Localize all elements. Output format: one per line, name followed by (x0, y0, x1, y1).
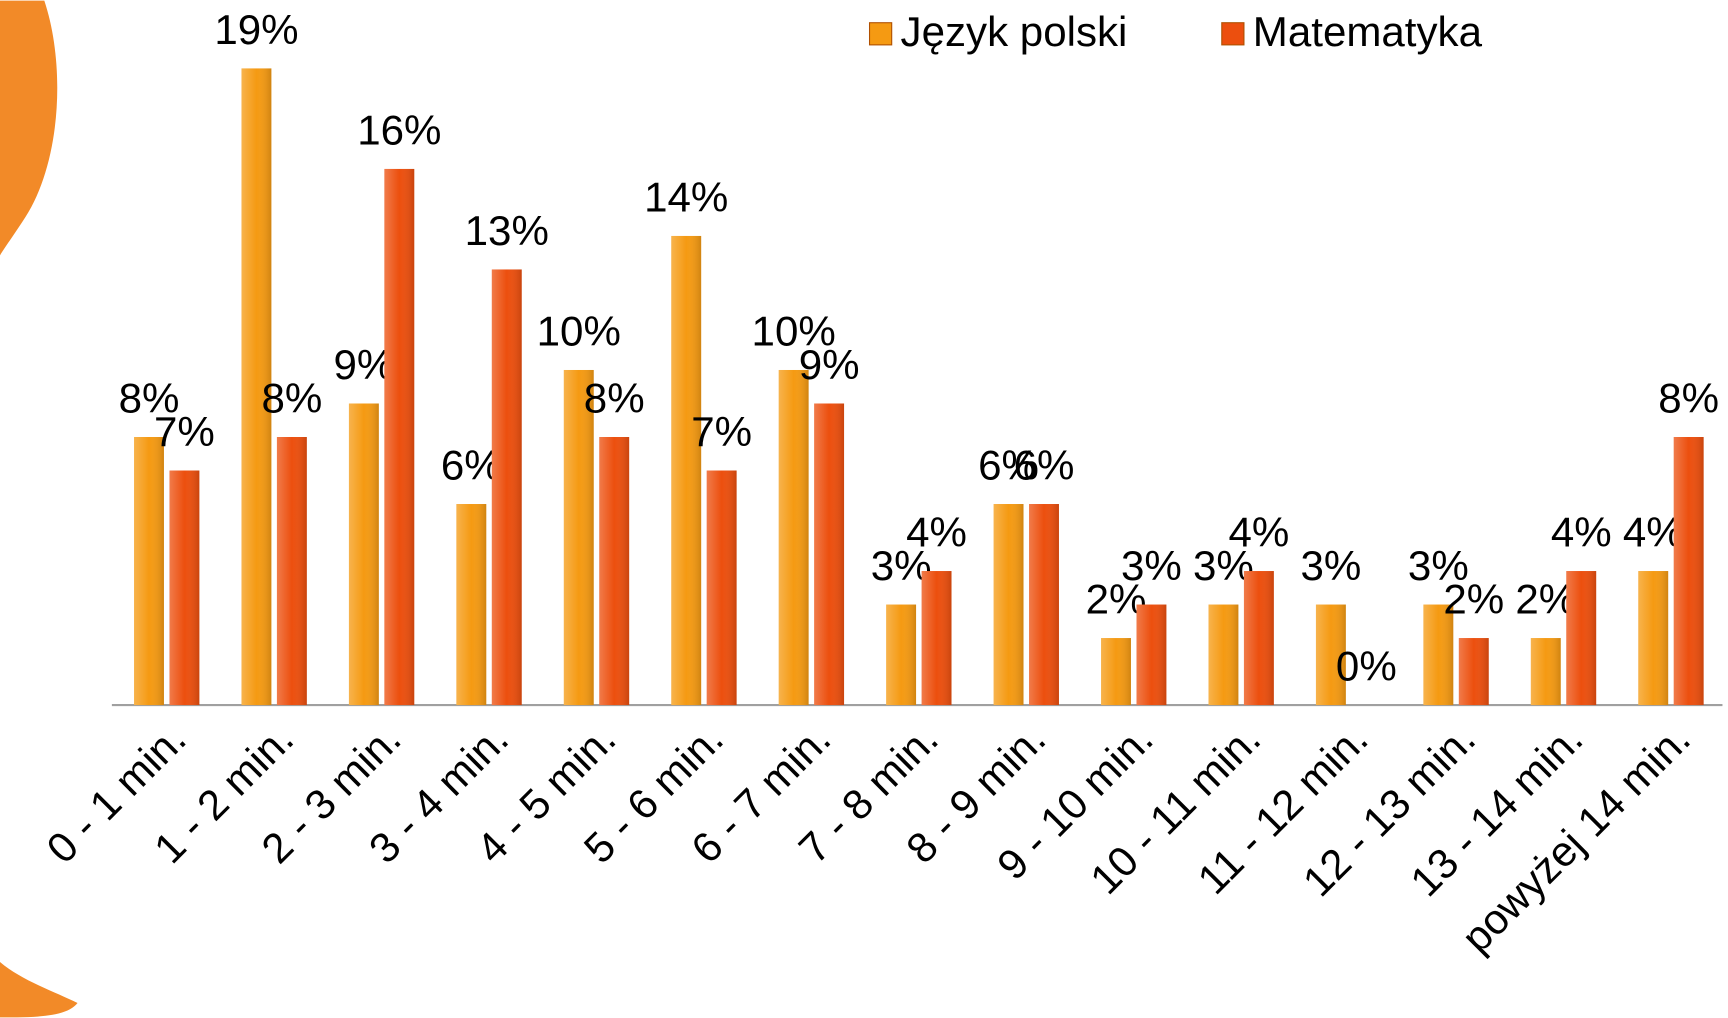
bar-shine (563, 369, 594, 706)
bar-shine (491, 269, 522, 706)
bar-shine (1530, 638, 1561, 706)
bar-shine (1136, 604, 1167, 706)
bar-shine (599, 437, 630, 706)
bar-shine (1101, 638, 1131, 706)
data-label: 16% (357, 107, 441, 154)
decoration (0, 0, 58, 256)
decoration (0, 962, 78, 1018)
data-label: 4% (1623, 509, 1684, 556)
bar-shine (1423, 604, 1454, 706)
data-label: 8% (1658, 375, 1719, 422)
data-label: 4% (1551, 509, 1612, 556)
data-label: 3% (1408, 542, 1469, 589)
legend-label: Język polski (901, 8, 1128, 55)
bar-shine (814, 403, 845, 706)
data-label: 6% (978, 442, 1039, 489)
bar-shine (993, 504, 1024, 706)
data-label: 10% (537, 308, 621, 355)
data-label: 3% (1121, 542, 1182, 589)
bar-shine (671, 235, 702, 706)
legend-swatch (868, 22, 893, 46)
bar-shine (706, 470, 737, 706)
data-label: 7% (691, 408, 752, 455)
bar-shine (384, 168, 415, 706)
data-label: 14% (644, 174, 728, 221)
data-label: 19% (214, 6, 298, 53)
bar-shine (1315, 604, 1346, 706)
bar-shine (1208, 604, 1239, 706)
bar-shine (134, 437, 164, 706)
data-label: 9% (799, 341, 860, 388)
data-label: 2% (1086, 576, 1147, 623)
bar-shine (1243, 571, 1274, 706)
legend-label: Matematyka (1253, 8, 1483, 55)
legend-swatch (1221, 22, 1245, 46)
data-label: 9% (333, 341, 394, 388)
data-label: 13% (465, 207, 549, 254)
data-label: 2% (1443, 576, 1504, 623)
bar-shine (169, 470, 200, 706)
bar-shine (1458, 638, 1489, 706)
bar-shine (886, 604, 917, 706)
data-label: 3% (1300, 542, 1361, 589)
data-label: 6% (1014, 442, 1075, 489)
data-label: 4% (906, 509, 967, 556)
bar-shine (1566, 571, 1597, 706)
data-label: 8% (584, 375, 645, 422)
data-label: 7% (154, 408, 215, 455)
data-label: 3% (1193, 542, 1254, 589)
bar-shine (921, 571, 952, 706)
data-label: 3% (871, 542, 932, 589)
data-label: 8% (119, 375, 180, 422)
bar-shine (778, 369, 809, 706)
data-label: 2% (1515, 576, 1576, 623)
bar-shine (1673, 437, 1704, 706)
bar-shine (348, 403, 379, 706)
bar-shine (1029, 504, 1059, 706)
data-label: 0% (1336, 643, 1397, 690)
bar-shine (241, 68, 272, 706)
bar-shine (1638, 571, 1669, 706)
bar-shine (456, 504, 487, 706)
data-label: 4% (1228, 509, 1289, 556)
data-label: 10% (752, 308, 836, 355)
data-label: 6% (441, 442, 502, 489)
bar-shine (276, 437, 307, 706)
data-label: 8% (261, 375, 322, 422)
